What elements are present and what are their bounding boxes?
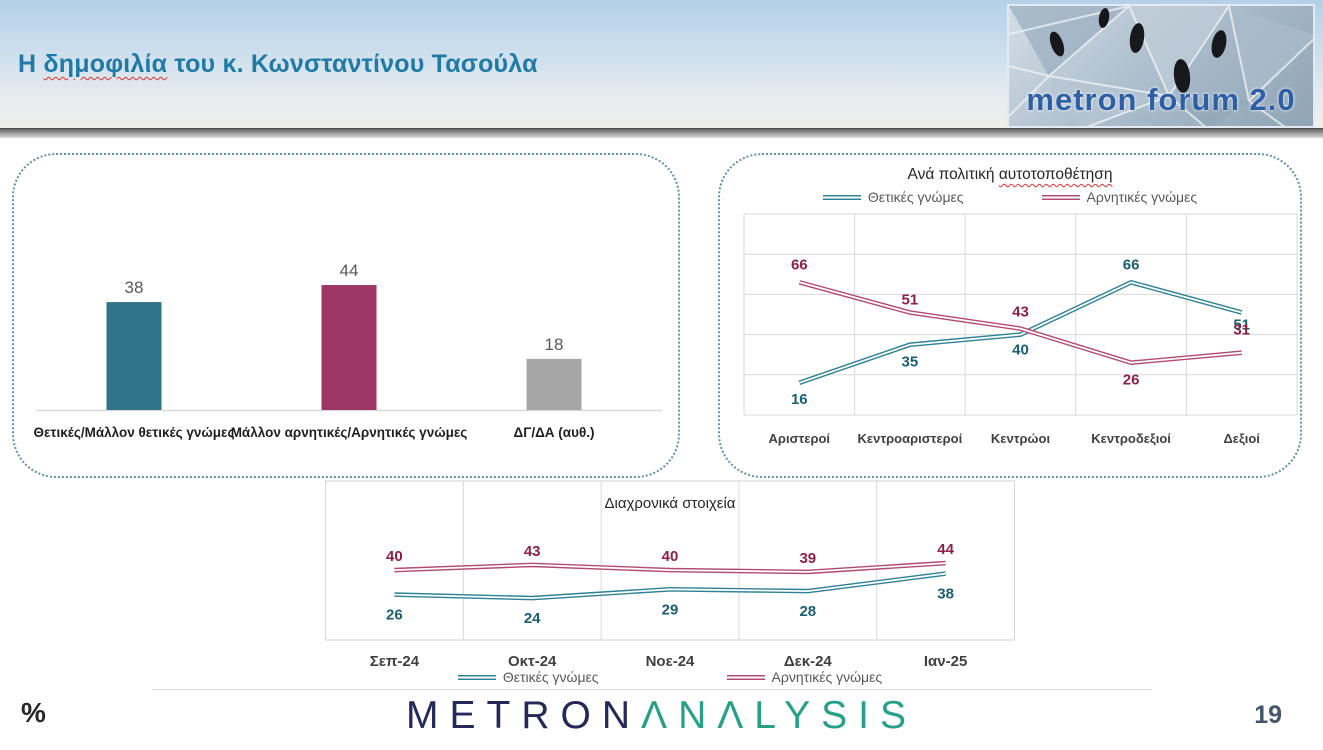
data-label: 26 bbox=[386, 607, 403, 624]
people-silhouettes bbox=[1049, 8, 1227, 93]
legend-label-positive: Θετικές γνώμες bbox=[867, 189, 964, 205]
data-label: 44 bbox=[937, 541, 954, 558]
positive-line-marker-icon bbox=[822, 194, 861, 200]
metron-analysis-logo: METRONΛNΛLYSIS bbox=[0, 694, 1323, 738]
political-chart-legend: Θετικές γνώμες Αρνητικές γνώμες bbox=[720, 189, 1300, 205]
bar-category-label: ΔΓ/ΔΑ (αυθ.) bbox=[514, 425, 595, 440]
category-label: Κεντροδεξιοί bbox=[1091, 431, 1171, 446]
category-label: Κεντρώοι bbox=[991, 431, 1051, 446]
metron-forum-logo-text: metron forum 2.0 bbox=[1026, 82, 1296, 117]
data-label: 66 bbox=[1123, 256, 1140, 273]
timeseries-legend: Θετικές γνώμες Αρνητικές γνώμες bbox=[325, 669, 1015, 685]
timeseries-chart: 26 24 29 28 38 40 43 40 39 44 Σεπ-24 Οκτ-24 Νοε-24 Δε… bbox=[324, 480, 1016, 692]
category-label: Δεξιοί bbox=[1223, 431, 1260, 446]
percent-label: % bbox=[21, 697, 46, 728]
legend-item-positive: Θετικές γνώμες bbox=[822, 189, 964, 205]
data-label: 16 bbox=[791, 391, 808, 408]
data-label: 40 bbox=[662, 548, 679, 565]
data-label: 38 bbox=[937, 586, 954, 603]
series-line-inner-0 bbox=[799, 281, 1242, 384]
data-label: 26 bbox=[1123, 372, 1140, 389]
legend-item-positive: Θετικές γνώμες bbox=[457, 669, 599, 685]
category-label: Κεντροαριστεροί bbox=[858, 431, 963, 446]
series-line-0 bbox=[394, 571, 946, 601]
page-title-word-spellcheck: δημοφιλία bbox=[43, 50, 168, 78]
metron-forum-logo: metron forum 2.0 bbox=[1007, 4, 1315, 128]
data-label: 28 bbox=[799, 603, 816, 620]
series-line-0 bbox=[798, 279, 1243, 385]
series-line-inner-1 bbox=[799, 281, 1242, 364]
bar-1 bbox=[321, 285, 377, 410]
bar-value-label: 18 bbox=[545, 335, 564, 354]
political-position-panel: Ανά πολιτική αυτοτοποθέτηση Θετικές γνώμ… bbox=[718, 153, 1302, 478]
data-label: 31 bbox=[1233, 322, 1250, 339]
data-label: 51 bbox=[1233, 316, 1250, 333]
data-label: 43 bbox=[1012, 304, 1029, 321]
legend-label-positive: Θετικές γνώμες bbox=[502, 669, 599, 685]
bar-value-label: 44 bbox=[340, 261, 359, 280]
category-label: Αριστεροί bbox=[769, 431, 831, 446]
category-label: Σεπ-24 bbox=[370, 653, 420, 670]
data-label: 51 bbox=[902, 291, 919, 308]
footer-rule bbox=[152, 689, 1152, 690]
political-chart-svg: 16 35 40 66 51 66 51 43 26 31 Αριστεροί Κεντροαριστ… bbox=[743, 213, 1298, 446]
data-label: 29 bbox=[662, 601, 679, 618]
brand-analysis: ΛNΛLYSIS bbox=[641, 694, 917, 737]
timeseries-title: Διαχρονικά στοιχεία bbox=[604, 495, 736, 512]
popularity-bar-panel: 38 Θετικές/Μάλλον θετικές γνώμες 44 Μάλλον … bbox=[12, 153, 680, 478]
bar-category-label: Θετικές/Μάλλον θετικές γνώμες bbox=[34, 425, 235, 440]
bar-category-label: Μάλλον αρνητικές/Αρνητικές γνώμες bbox=[231, 425, 468, 440]
positive-line-marker-icon bbox=[457, 674, 496, 680]
series-line-inner-0 bbox=[394, 572, 946, 600]
bar-chart-svg: 38 Θετικές/Μάλλον θετικές γνώμες 44 Μάλλον … bbox=[34, 261, 662, 440]
data-label: 39 bbox=[799, 550, 816, 567]
legend-item-negative: Αρνητικές γνώμες bbox=[1041, 189, 1198, 205]
legend-item-negative: Αρνητικές γνώμες bbox=[726, 669, 883, 685]
brand-metron: METRON bbox=[406, 694, 642, 737]
series-line-inner-1 bbox=[394, 562, 946, 573]
legend-label-negative: Αρνητικές γνώμες bbox=[1086, 189, 1198, 205]
page-number: 19 bbox=[1254, 701, 1282, 729]
header-divider bbox=[0, 128, 1323, 138]
political-chart-title: Ανά πολιτική αυτοτοποθέτηση bbox=[720, 166, 1300, 184]
category-label: Δεκ-24 bbox=[784, 653, 833, 670]
data-label: 40 bbox=[386, 548, 403, 565]
header: Η δημοφιλία του κ. Κωνσταντίνου Τασούλα bbox=[0, 0, 1323, 128]
mosaic-floor-graphic bbox=[1009, 6, 1313, 126]
bar-2 bbox=[526, 358, 582, 410]
data-label: 43 bbox=[524, 543, 541, 560]
data-label: 35 bbox=[902, 354, 919, 371]
timeseries-chart-svg: 26 24 29 28 38 40 43 40 39 44 Σεπ-24 Οκτ-24 Νοε-24 Δε… bbox=[324, 480, 1016, 670]
data-label: 24 bbox=[524, 610, 541, 627]
page-title-suffix: του κ. Κωνσταντίνου Τασούλα bbox=[167, 50, 538, 78]
data-label: 40 bbox=[1012, 342, 1029, 359]
category-label: Νοε-24 bbox=[646, 653, 695, 670]
bar-value-label: 38 bbox=[125, 278, 144, 297]
bar-0 bbox=[106, 302, 162, 410]
page-title: Η δημοφιλία του κ. Κωνσταντίνου Τασούλα bbox=[18, 50, 538, 79]
legend-label-negative: Αρνητικές γνώμες bbox=[771, 669, 883, 685]
negative-line-marker-icon bbox=[726, 674, 765, 680]
data-label: 66 bbox=[791, 256, 808, 273]
category-label: Ιαν-25 bbox=[924, 653, 967, 670]
page-title-prefix: Η bbox=[18, 50, 44, 78]
negative-line-marker-icon bbox=[1041, 194, 1080, 200]
political-title-prefix: Ανά πολιτική bbox=[907, 166, 999, 183]
category-label: Οκτ-24 bbox=[508, 653, 557, 670]
political-title-word-spellcheck: αυτοτοποθέτηση bbox=[998, 166, 1113, 183]
